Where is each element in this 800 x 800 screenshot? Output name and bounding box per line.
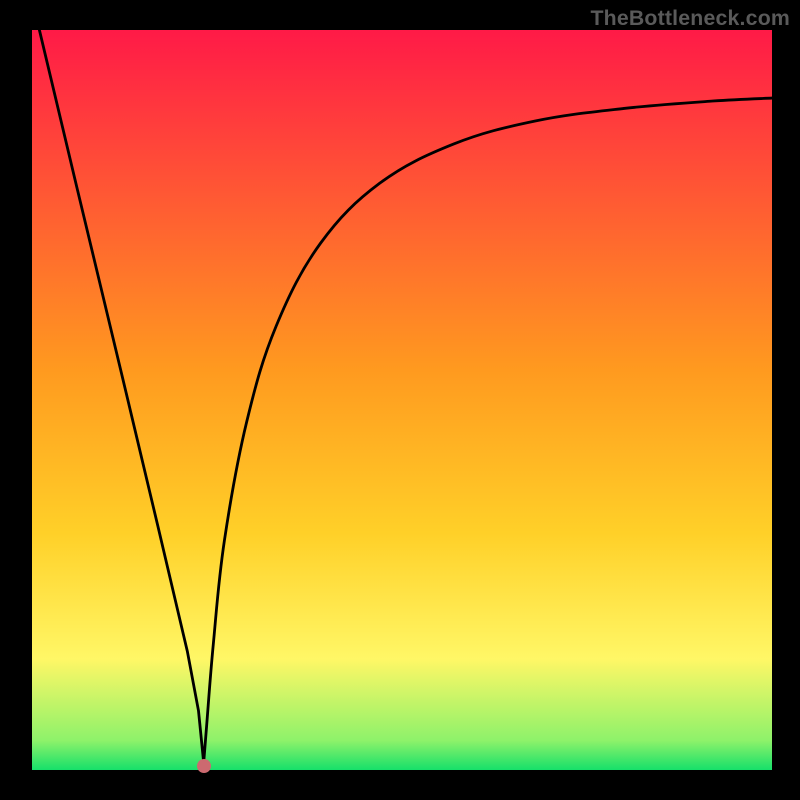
chart-frame: TheBottleneck.com: [0, 0, 800, 800]
curve-line: [32, 30, 772, 770]
watermark-text: TheBottleneck.com: [590, 6, 790, 31]
minimum-marker: [197, 759, 211, 773]
plot-area: [32, 30, 772, 770]
